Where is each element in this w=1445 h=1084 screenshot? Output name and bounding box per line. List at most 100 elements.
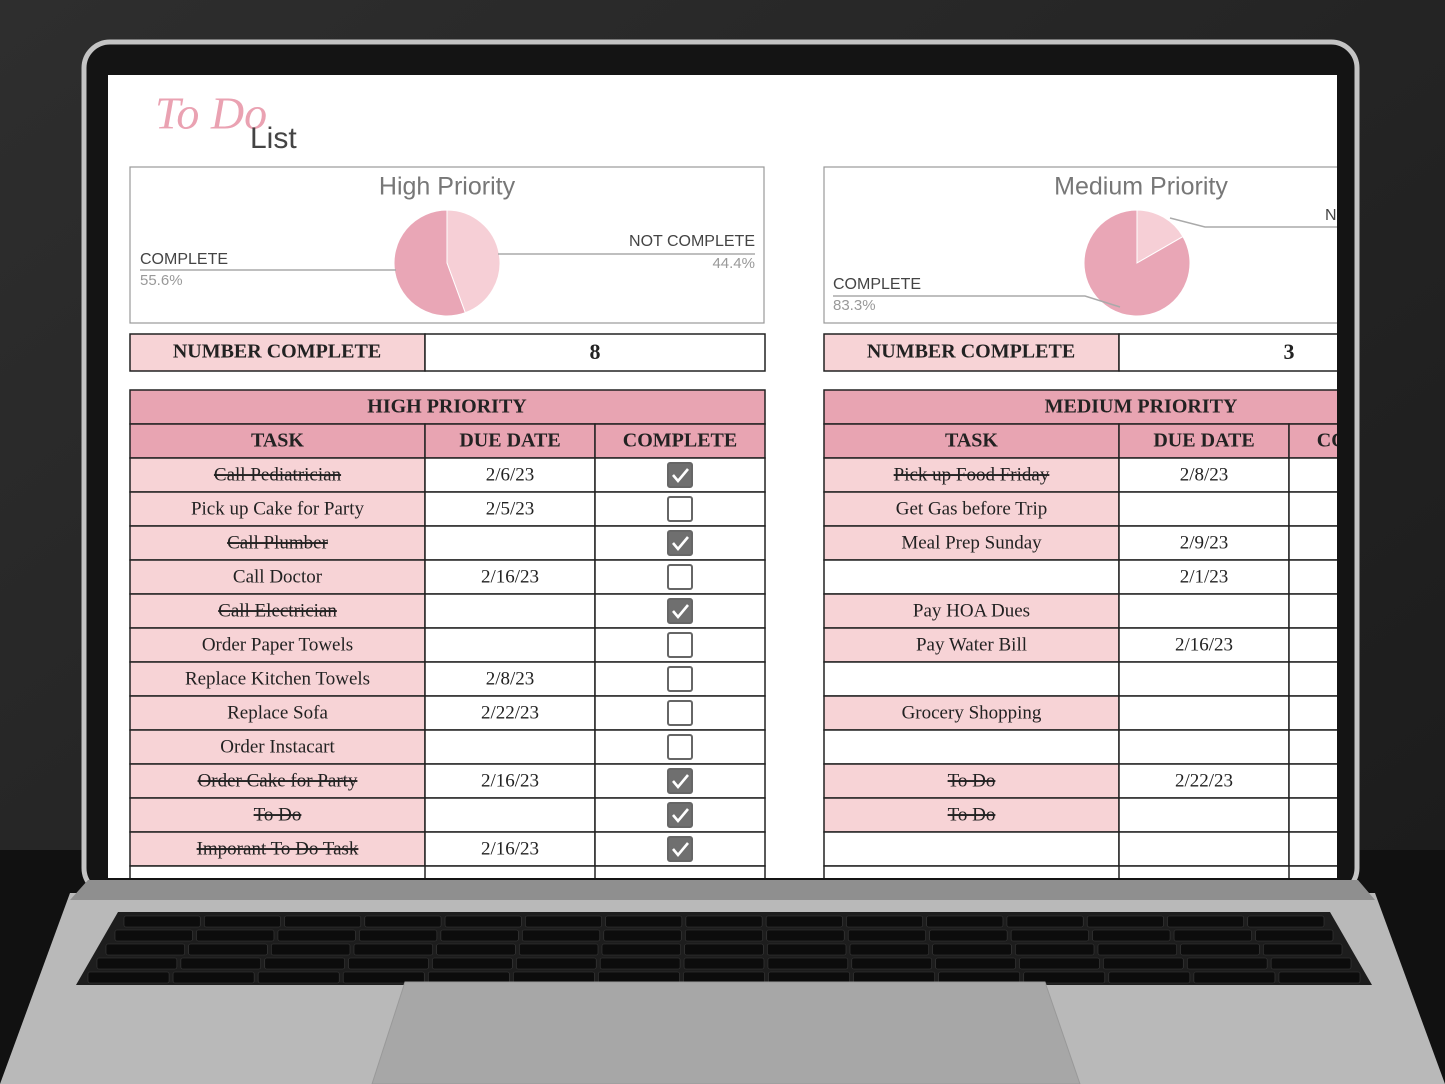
keys [87, 915, 1361, 984]
key [851, 957, 932, 970]
key [516, 957, 597, 970]
table-title-cell [129, 389, 766, 425]
key [605, 915, 683, 928]
task: Get Gas before Trip [896, 498, 1047, 519]
checkbox [667, 564, 693, 590]
task-cell [823, 831, 1120, 867]
task: Imporant To Do Task [197, 838, 359, 859]
key [342, 971, 425, 984]
count-label: NUMBER COMPLETE [173, 341, 381, 363]
key [353, 943, 433, 956]
checkbox [667, 734, 693, 760]
key [172, 971, 255, 984]
checkbox-box [667, 632, 693, 658]
due-date: 2/16/23 [1175, 634, 1233, 655]
date-cell [1118, 661, 1290, 697]
task-cell [823, 559, 1120, 595]
checkbox-box [667, 768, 693, 794]
key [929, 929, 1008, 942]
key [1103, 957, 1184, 970]
date-cell [424, 525, 596, 561]
checkbox-box [667, 734, 693, 760]
key [196, 929, 275, 942]
task-cell [129, 763, 426, 799]
checkmark [672, 842, 689, 858]
chart-title: Medium Priority [1054, 173, 1228, 201]
logo-script: To Do [155, 88, 267, 139]
column-header: DUE DATE [459, 430, 560, 452]
key [768, 971, 850, 984]
checkbox [667, 836, 693, 862]
table-title: MEDIUM PRIORITY [1045, 396, 1238, 418]
task-cell [823, 661, 1120, 697]
slice-label: NOT COMPLETE [629, 233, 755, 250]
task: To Do [948, 770, 996, 791]
key [1086, 915, 1164, 928]
key [932, 943, 1012, 956]
key [436, 943, 516, 956]
key [1173, 929, 1252, 942]
task: Call Pediatrician [214, 464, 342, 485]
partial-row [129, 865, 766, 878]
key [519, 943, 599, 956]
task-cell [129, 457, 426, 493]
key [1278, 971, 1361, 984]
checkbox-box [667, 700, 693, 726]
checkbox [667, 802, 693, 828]
date-cell [1118, 491, 1290, 527]
key [271, 943, 351, 956]
key [1167, 915, 1245, 928]
due-date: 2/16/23 [481, 566, 539, 587]
complete-cell [1288, 457, 1337, 493]
key [847, 929, 926, 942]
pie-slice [1083, 209, 1191, 317]
checkbox-box [667, 496, 693, 522]
complete-cell [1288, 831, 1337, 867]
key [123, 915, 201, 928]
key [767, 943, 847, 956]
date-cell [1118, 831, 1290, 867]
key [938, 971, 1021, 984]
key [180, 957, 262, 970]
hinge [70, 880, 1375, 900]
checkbox [667, 462, 693, 488]
date-cell [424, 627, 596, 663]
checkmark [672, 468, 689, 484]
task: Pay HOA Dues [913, 600, 1030, 621]
task: Call Doctor [233, 566, 323, 587]
task: Pay Water Bill [916, 634, 1027, 655]
header-cell [1288, 423, 1337, 459]
column-header: COMPLETE [623, 430, 737, 452]
key [926, 915, 1004, 928]
date-cell [1118, 559, 1290, 595]
key [114, 929, 193, 942]
key [1193, 971, 1276, 984]
date-cell [424, 491, 596, 527]
slice-value: 44.4% [712, 255, 755, 272]
task: Pick up Cake for Party [191, 498, 365, 519]
chart-box [823, 166, 1337, 324]
task-cell [129, 729, 426, 765]
date-cell [1118, 797, 1290, 833]
key [1255, 929, 1334, 942]
key [765, 915, 843, 928]
key [849, 943, 929, 956]
complete-cell [1288, 763, 1337, 799]
slice-label: COMPLETE [140, 251, 228, 268]
key [1015, 943, 1095, 956]
key [1247, 915, 1325, 928]
header-cell [823, 423, 1120, 459]
due-date: 2/5/23 [486, 498, 535, 519]
task-cell [129, 525, 426, 561]
column-header: TASK [251, 430, 304, 452]
key [1270, 957, 1352, 970]
count-label-cell [823, 333, 1120, 372]
checkbox-box [667, 836, 693, 862]
date-cell [424, 729, 596, 765]
key [87, 971, 170, 984]
key [1019, 957, 1100, 970]
key [1180, 943, 1260, 956]
checkmark [672, 604, 689, 620]
slice-value: 55.6% [140, 272, 183, 289]
